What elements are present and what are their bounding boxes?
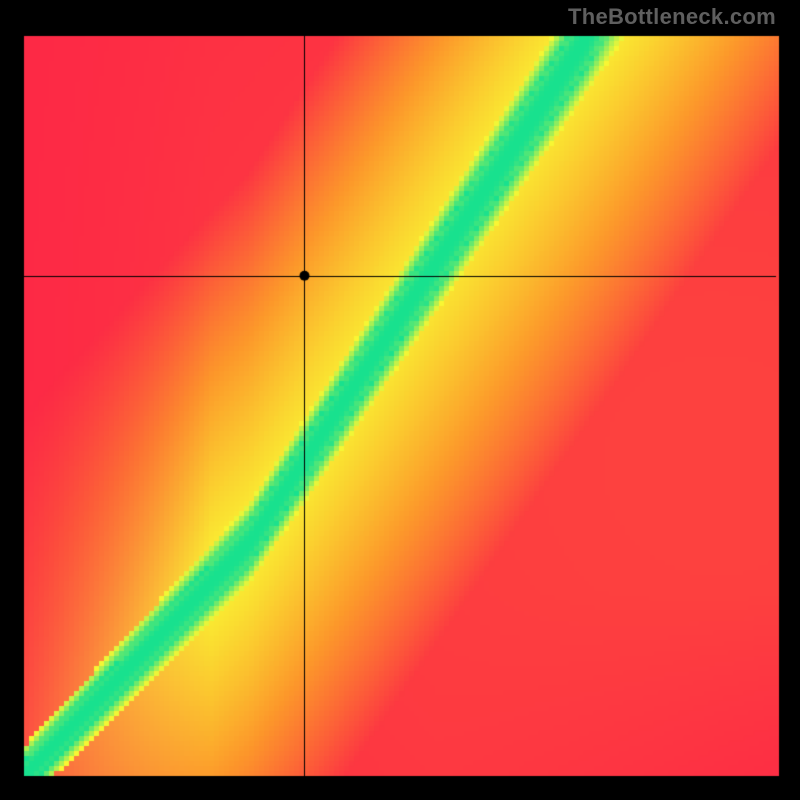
bottleneck-heatmap [0,0,800,800]
watermark-text: TheBottleneck.com [568,4,776,30]
